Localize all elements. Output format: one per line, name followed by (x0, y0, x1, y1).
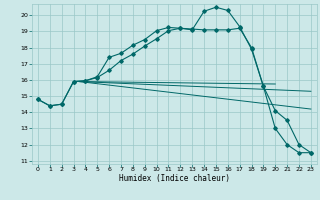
X-axis label: Humidex (Indice chaleur): Humidex (Indice chaleur) (119, 174, 230, 183)
